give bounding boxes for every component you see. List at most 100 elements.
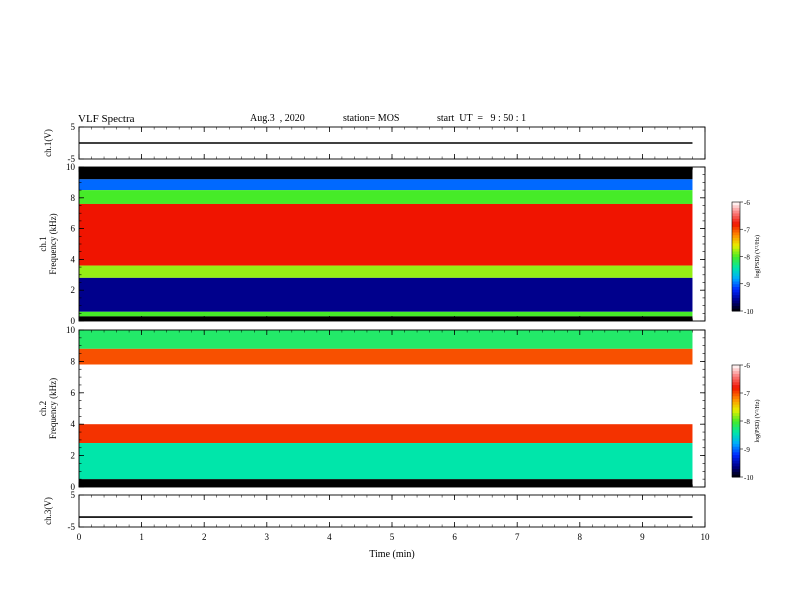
panel2-spectrum-band xyxy=(79,443,693,480)
panel2-spectrum-band xyxy=(79,364,693,425)
panel1-colorbar-segment xyxy=(732,281,740,285)
panel2-ytick-label: 6 xyxy=(71,388,76,398)
panel1-spectrum-band xyxy=(79,179,693,191)
panel2-colorbar-segment xyxy=(732,398,740,402)
x-tick-label: 5 xyxy=(390,532,395,542)
panel2-colorbar-segment xyxy=(732,474,740,478)
panel1-spectrum-band xyxy=(79,316,693,321)
panel2-colorbar-segment xyxy=(732,379,740,383)
panel2-colorbar-tick-label: -10 xyxy=(744,474,754,482)
panel2-colorbar-segment xyxy=(732,393,740,397)
panel0-ylabel: ch.1(V) xyxy=(43,129,53,157)
panel1-ytick-label: 10 xyxy=(66,162,76,172)
panel2-colorbar-segment xyxy=(732,387,740,391)
panel2-ytick-label: 10 xyxy=(66,325,76,335)
panel1-colorbar-segment xyxy=(732,207,740,211)
panel1-ytick-label: 8 xyxy=(71,193,76,203)
panel1-colorbar-segment xyxy=(732,242,740,247)
panel1-colorbar-segment xyxy=(732,259,740,263)
panel1-colorbar-segment xyxy=(732,264,740,268)
panel1-colorbar-segment xyxy=(732,218,740,222)
panel2-colorbar-tick-label: -9 xyxy=(744,446,750,454)
panel1-colorbar-tick-label: -9 xyxy=(744,281,750,289)
panel1-spectrum-band xyxy=(79,167,693,180)
panel2-colorbar-segment xyxy=(732,471,740,475)
panel1-colorbar-segment xyxy=(732,226,740,230)
panel1-colorbar-segment xyxy=(732,245,740,249)
panel1-colorbar-tick-label: -10 xyxy=(744,308,754,316)
panel2-colorbar-segment xyxy=(732,421,740,425)
panel1-ylabel-line: ch.1 xyxy=(38,236,48,251)
panel1-ytick-label: 6 xyxy=(71,224,76,234)
start-time-label: start UT = 9 : 50 : 1 xyxy=(437,113,527,124)
panel1-colorbar-segment xyxy=(732,221,740,225)
panel1-spectrum-band xyxy=(79,265,693,278)
panel2-colorbar-segment xyxy=(732,446,740,450)
panel2-colorbar-segment xyxy=(732,407,740,411)
panel1-ytick-label: 2 xyxy=(71,285,76,295)
panel3-ylabel-line: ch.3(V) xyxy=(43,497,53,525)
panel2-colorbar-segment xyxy=(732,432,740,436)
panel1-colorbar-segment xyxy=(732,229,740,233)
panel1-colorbar-segment xyxy=(732,270,740,274)
panel1-ylabel-line: Frequency (kHz) xyxy=(48,213,58,274)
panel2-colorbar-segment xyxy=(732,373,740,377)
panel1-spectrum-band xyxy=(79,311,693,317)
panel1-colorbar-segment xyxy=(732,302,740,307)
panel1-colorbar-segment xyxy=(732,223,740,228)
x-tick-label: 2 xyxy=(202,532,207,542)
panel1-colorbar-segment xyxy=(732,256,740,260)
panel1-colorbar-segment xyxy=(732,294,740,298)
panel1-colorbar-segment xyxy=(732,297,740,301)
panel1-colorbar-segment xyxy=(732,204,740,208)
panel2-colorbar-segment xyxy=(732,409,740,414)
panel2-colorbar-segment xyxy=(732,370,740,374)
panel1-colorbar-segment xyxy=(732,215,740,219)
panel0-ytick-label: 5 xyxy=(71,122,76,132)
panel1-colorbar-segment xyxy=(732,253,740,257)
x-tick-label: 1 xyxy=(139,532,144,542)
station-label: station= MOS xyxy=(343,113,400,124)
chart-title: VLF Spectra xyxy=(78,113,135,125)
panel2-colorbar-segment xyxy=(732,435,740,439)
panel1-colorbar-segment xyxy=(732,278,740,282)
panel1-colorbar-segment xyxy=(732,251,740,255)
panel1-colorbar-tick-label: -8 xyxy=(744,254,750,262)
panel2-colorbar-segment xyxy=(732,367,740,372)
panel1-spectrum-band xyxy=(79,190,693,204)
panel2-colorbar-segment xyxy=(732,468,740,472)
panel2-colorbar-tick-label: -8 xyxy=(744,418,750,426)
panel2-ylabel-line: ch.2 xyxy=(38,401,48,416)
panel2-colorbar-segment xyxy=(732,401,740,405)
panel1-colorbar-segment xyxy=(732,283,740,287)
panel2-colorbar-segment xyxy=(732,390,740,394)
panel2-colorbar-segment xyxy=(732,463,740,467)
panel1-colorbar-segment xyxy=(732,234,740,238)
panel2-colorbar-segment xyxy=(732,381,740,386)
panel2-colorbar-segment xyxy=(732,404,740,408)
panel3-ytick-label: 5 xyxy=(71,490,76,500)
x-tick-label: 0 xyxy=(77,532,82,542)
panel1-ylabel: ch.1 Frequency (kHz) xyxy=(38,213,58,274)
panel2-spectrum-band xyxy=(79,330,693,349)
panel2-colorbar-segment xyxy=(732,457,740,461)
panel2-colorbar-label: log(PSD) (V²/Hz) xyxy=(754,400,761,443)
panel1-colorbar-segment xyxy=(732,308,740,312)
panel2-ytick-label: 2 xyxy=(71,451,76,461)
panel1-colorbar-segment xyxy=(732,291,740,296)
panel1-colorbar-segment xyxy=(732,210,740,214)
panel1-ytick-label: 0 xyxy=(71,316,76,326)
panel1-colorbar-segment xyxy=(732,261,740,266)
panel1-colorbar-segment xyxy=(732,275,740,279)
panel2-ytick-label: 8 xyxy=(71,356,76,366)
panel3-ytick-label: -5 xyxy=(68,522,76,532)
panel1-colorbar-segment xyxy=(732,305,740,309)
panel2-colorbar-segment xyxy=(732,443,740,447)
panel2-spectrum-band xyxy=(79,424,693,444)
panel2-ytick-label: 0 xyxy=(71,482,76,492)
panel1-colorbar-segment xyxy=(732,267,740,271)
panel2-colorbar-segment xyxy=(732,465,740,470)
panel2-spectrum-band xyxy=(79,479,693,487)
panel2-ytick-label: 4 xyxy=(71,419,76,429)
